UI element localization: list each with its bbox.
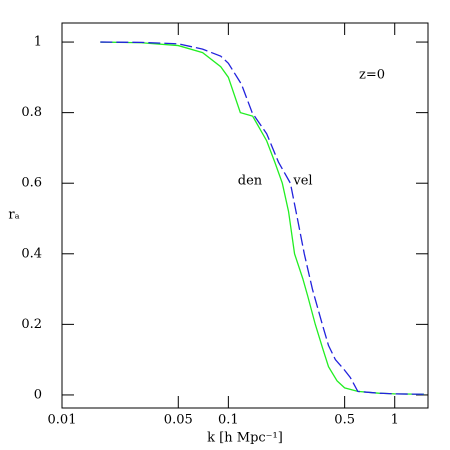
annotation: z=0	[359, 68, 385, 83]
x-tick-label: 0.01	[48, 413, 77, 428]
x-tick-label: 1	[391, 413, 399, 428]
x-tick-label: 0.05	[164, 413, 193, 428]
x-axis-label: k [h Mpc⁻¹]	[207, 431, 283, 446]
series-label: den	[238, 174, 263, 189]
line	[100, 41, 425, 395]
x-tick-label: 0.5	[334, 413, 355, 428]
y-axis-label: rₐ	[8, 208, 19, 223]
plot-frame	[61, 22, 429, 409]
y-tick-label: 0.4	[21, 246, 42, 261]
y-tick-label: 0.8	[21, 105, 42, 120]
line	[100, 41, 425, 395]
x-tick-label: 0.1	[218, 413, 239, 428]
series-label: vel	[292, 174, 312, 189]
y-tick-label: 0.2	[21, 317, 42, 332]
y-tick-label: 0	[34, 387, 42, 402]
y-tick-label: 0.6	[21, 176, 42, 191]
y-tick-label: 1	[34, 35, 42, 50]
